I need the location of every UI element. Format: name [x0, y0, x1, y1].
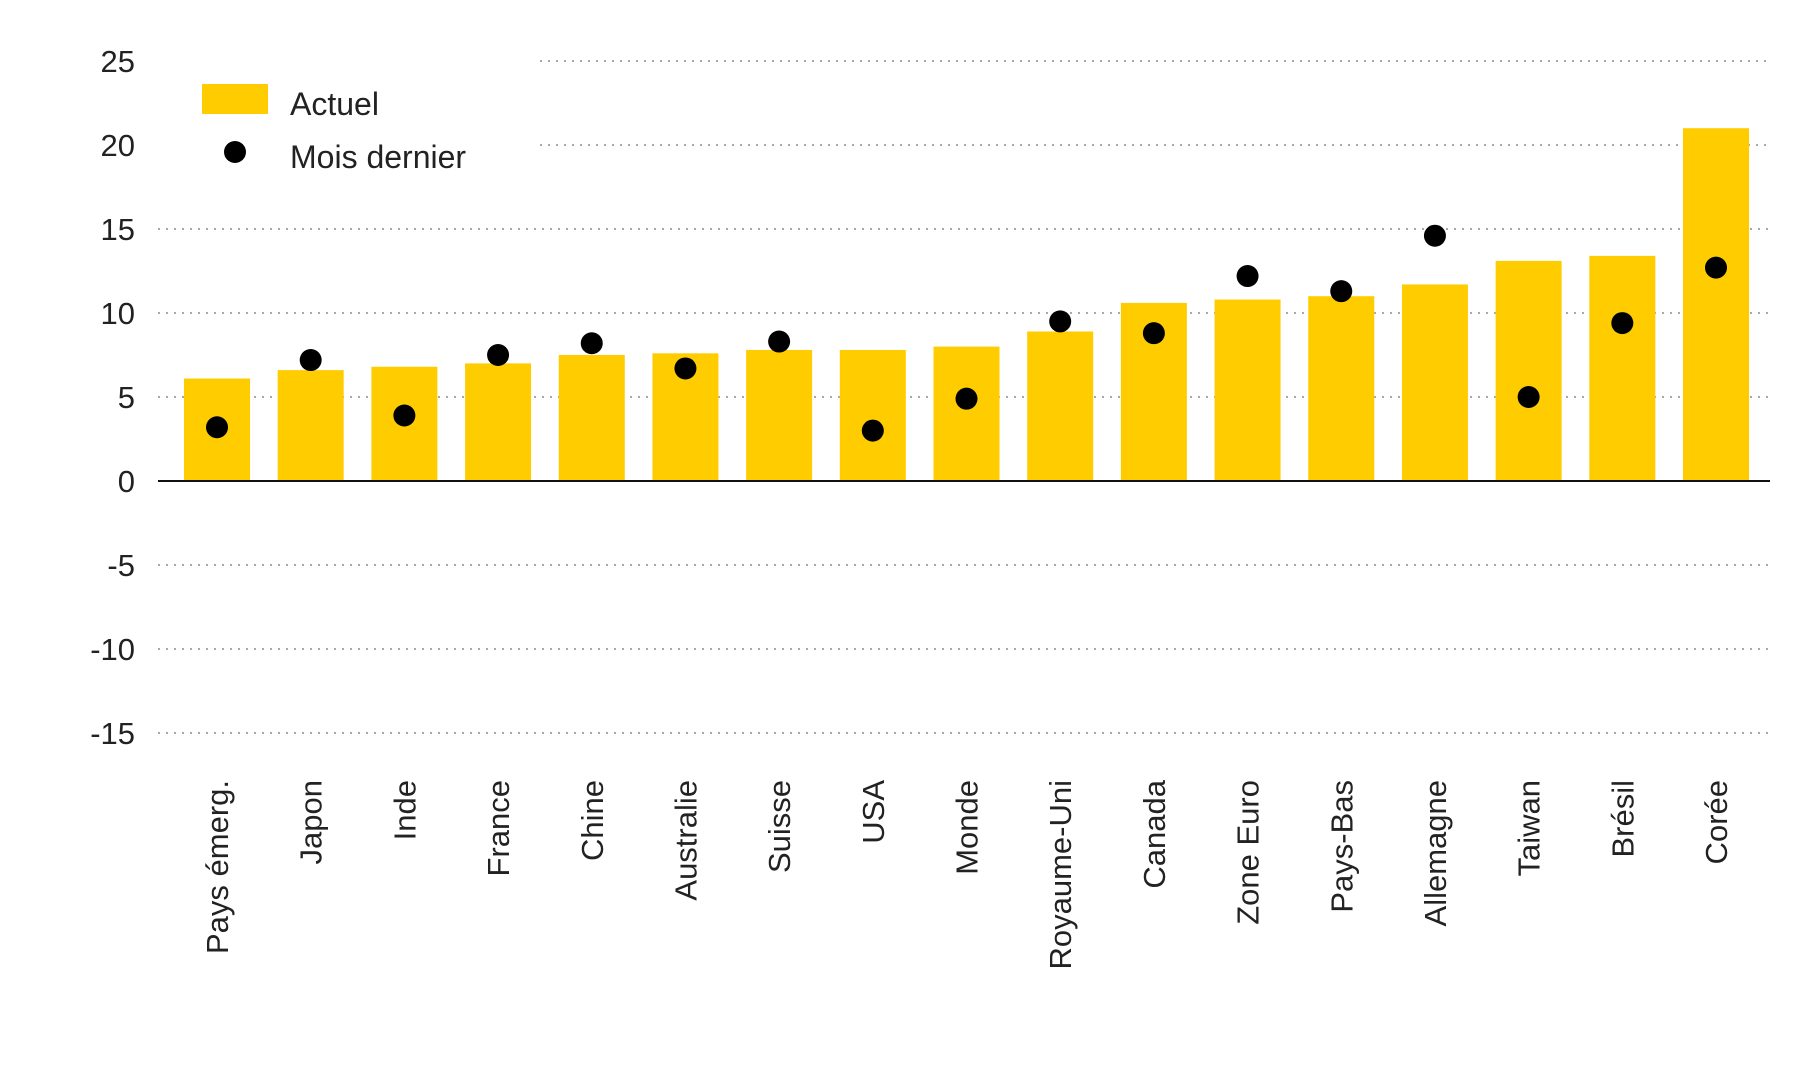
x-axis-labels: Pays émerg. Japon Inde France Chine Australie…	[200, 779, 1734, 969]
dot-marker	[299, 349, 322, 372]
dot-marker	[206, 416, 228, 439]
legend-swatch-mois-dernier	[224, 141, 246, 163]
bar	[1214, 299, 1281, 481]
bars	[184, 128, 1749, 481]
y-tick-label: -10	[90, 632, 135, 667]
dot-marker	[1049, 310, 1072, 333]
dot-marker	[1423, 224, 1446, 247]
bar	[839, 349, 906, 481]
bar	[1683, 128, 1749, 481]
dot-marker	[580, 332, 603, 355]
x-category-label: Suisse	[762, 780, 797, 873]
y-tick-label: 0	[118, 464, 135, 499]
dot-marker	[393, 404, 416, 427]
bar	[465, 363, 532, 481]
bar	[558, 355, 625, 481]
dot-marker	[768, 330, 791, 353]
legend: Actuel Mois dernier	[202, 84, 466, 175]
bar	[277, 370, 344, 481]
x-category-label: Pays-Bas	[1324, 780, 1359, 913]
legend-swatch-actuel	[202, 84, 268, 114]
gridlines	[158, 60, 1770, 734]
bar	[1308, 296, 1375, 481]
x-category-label: Zone Euro	[1231, 780, 1266, 925]
dot-marker	[1517, 386, 1540, 408]
x-category-label: Chine	[575, 780, 610, 861]
bar	[746, 349, 813, 481]
x-category-label: Corée	[1699, 780, 1734, 864]
x-category-label: Monde	[950, 780, 985, 875]
y-tick-label: 10	[101, 296, 135, 331]
dot-marker	[1236, 265, 1259, 288]
y-tick-label: 5	[118, 380, 135, 415]
legend-label-actuel: Actuel	[290, 86, 379, 122]
x-category-label: France	[481, 780, 516, 876]
dot-marker	[1142, 322, 1165, 345]
bar	[933, 346, 1000, 481]
dot-marker	[487, 344, 510, 366]
y-tick-label: 25	[101, 44, 135, 79]
dot-marker	[674, 357, 697, 380]
x-category-label: Brésil	[1605, 780, 1640, 858]
bar	[1589, 255, 1656, 481]
y-axis-ticks: 25 20 15 10 5 0 -5 -10 -15	[90, 44, 135, 751]
y-tick-label: -15	[90, 716, 135, 751]
x-category-label: Taiwan	[1512, 780, 1547, 877]
dot-marker	[1330, 280, 1353, 303]
x-category-label: Allemagne	[1418, 780, 1453, 926]
x-category-label: Australie	[668, 780, 703, 901]
legend-label-mois-dernier: Mois dernier	[290, 139, 466, 175]
dot-marker	[1611, 312, 1634, 335]
dot-marker	[1705, 256, 1727, 279]
y-tick-label: 20	[101, 128, 135, 163]
bar	[1495, 260, 1562, 481]
x-category-label: Inde	[387, 780, 422, 840]
bar	[1401, 284, 1468, 481]
dot-marker	[955, 387, 978, 410]
x-category-label: Japon	[294, 780, 329, 864]
x-category-label: Royaume-Uni	[1043, 780, 1078, 970]
y-tick-label: 15	[101, 212, 135, 247]
dot-marker	[861, 419, 884, 442]
y-tick-label: -5	[107, 548, 135, 583]
bar	[1027, 331, 1094, 481]
x-category-label: Pays émerg.	[200, 780, 235, 954]
x-category-label: USA	[856, 780, 891, 844]
x-category-label: Canada	[1137, 779, 1172, 888]
dots	[206, 224, 1727, 442]
